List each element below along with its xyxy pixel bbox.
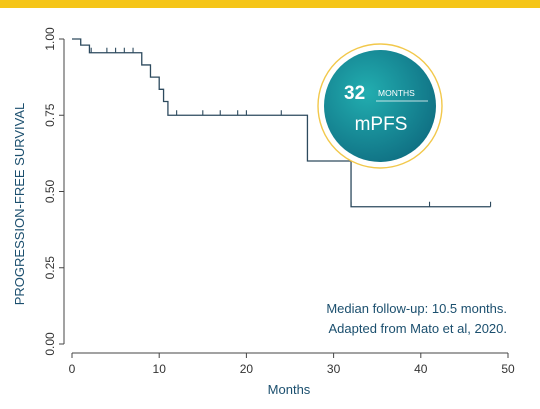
y-axis-ticks: 0.00 0.25 0.50 0.75 1.00 (43, 27, 64, 356)
y-axis-title: PROGRESSION-FREE SURVIVAL (12, 103, 27, 306)
x-tick-label: 30 (327, 362, 341, 376)
y-tick-label: 1.00 (43, 27, 57, 51)
badge-label: mPFS (355, 114, 408, 135)
badge-unit: MONTHS (378, 88, 415, 98)
y-tick-label: 0.00 (43, 332, 57, 356)
mpfs-badge: 32 MONTHS mPFS (317, 43, 443, 169)
x-tick-label: 50 (501, 362, 515, 376)
x-tick-label: 20 (240, 362, 254, 376)
badge-number: 32 (344, 83, 365, 104)
badge-disc (324, 50, 436, 162)
source-note: Adapted from Mato et al, 2020. (329, 321, 508, 336)
x-tick-label: 10 (153, 362, 167, 376)
x-axis-ticks: 0 10 20 30 40 50 (69, 353, 515, 376)
y-tick-label: 0.50 (43, 179, 57, 203)
y-tick-label: 0.25 (43, 256, 57, 280)
survival-curve (72, 38, 491, 208)
y-tick-label: 0.75 (43, 103, 57, 127)
x-tick-label: 0 (69, 362, 76, 376)
top-accent-bar (0, 0, 540, 8)
x-tick-label: 40 (414, 362, 428, 376)
censor-marks (90, 47, 492, 207)
follow-up-note: Median follow-up: 10.5 months. (326, 301, 507, 316)
x-axis-title: Months (268, 382, 311, 397)
